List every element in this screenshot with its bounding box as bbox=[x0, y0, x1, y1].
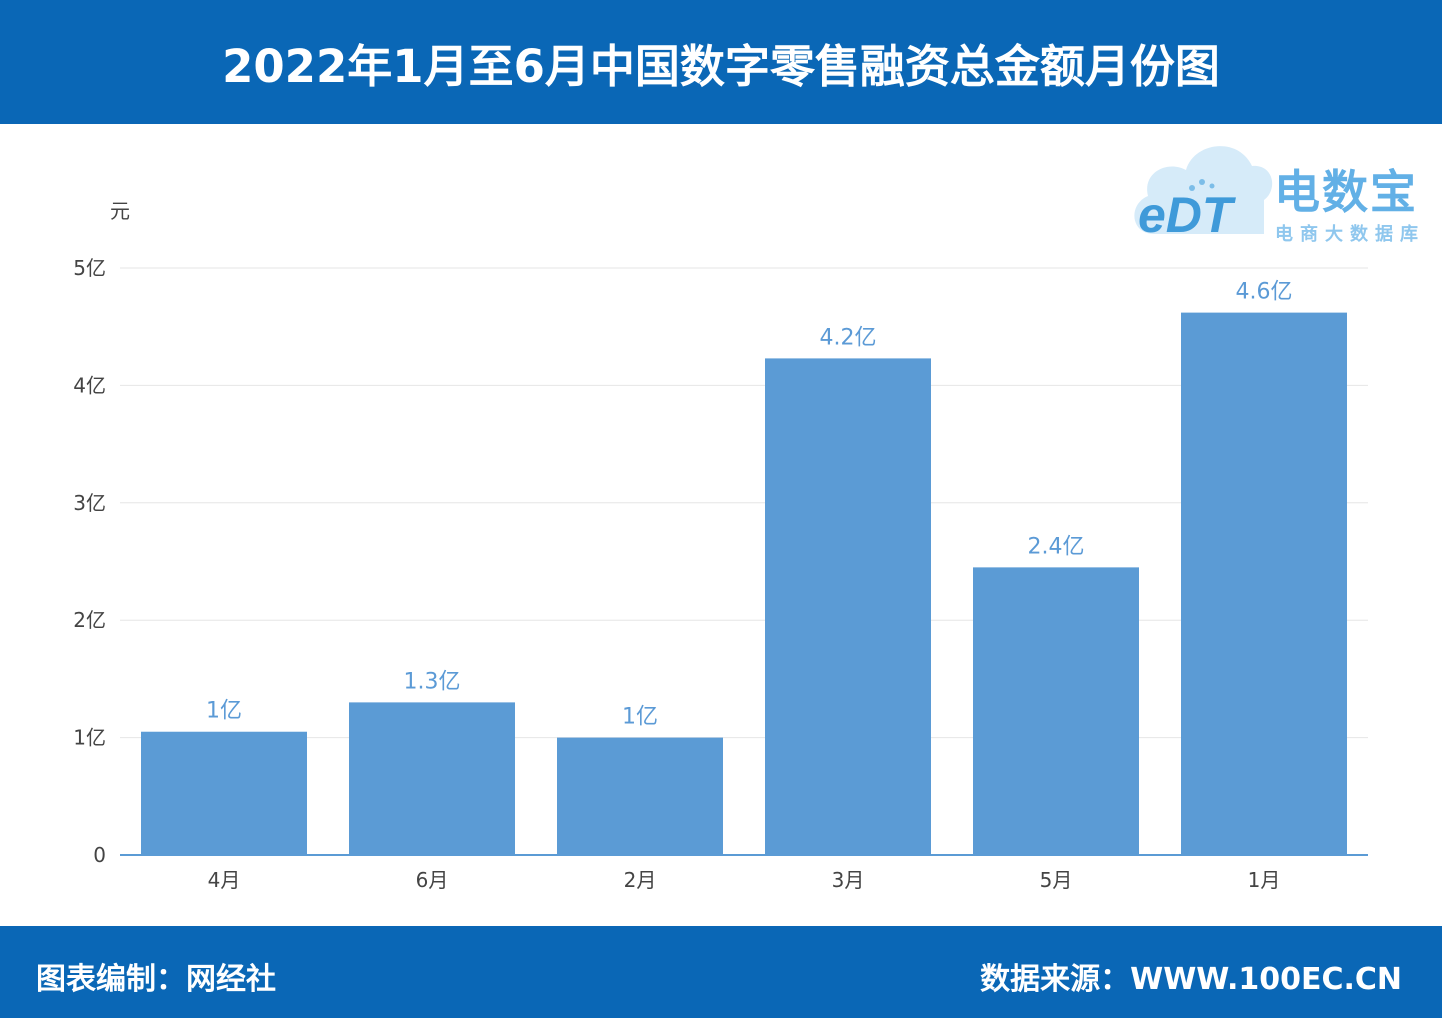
data-label: 2.4亿 bbox=[1028, 534, 1085, 559]
bar bbox=[973, 567, 1139, 855]
data-label: 1亿 bbox=[622, 705, 658, 730]
logo-name: 电数宝 bbox=[1274, 165, 1418, 219]
data-label: 1亿 bbox=[206, 699, 242, 724]
y-tick-label: 2亿 bbox=[73, 608, 106, 632]
logo-letters: eDT bbox=[1138, 187, 1237, 243]
x-tick-label: 3月 bbox=[832, 868, 865, 892]
data-labels: 1亿 1.3亿 1亿 4.2亿 2.4亿 4.6亿 bbox=[206, 280, 1293, 730]
bar bbox=[557, 737, 723, 855]
bar bbox=[141, 731, 307, 855]
x-tick-label: 4月 bbox=[208, 868, 241, 892]
bars bbox=[141, 312, 1347, 855]
x-tick-labels: 4月 6月 2月 3月 5月 1月 bbox=[208, 868, 1281, 892]
data-label: 4.6亿 bbox=[1236, 280, 1293, 305]
x-tick-label: 5月 bbox=[1040, 868, 1073, 892]
data-label: 1.3亿 bbox=[404, 669, 461, 694]
x-tick-label: 1月 bbox=[1248, 868, 1281, 892]
bar bbox=[349, 702, 515, 855]
y-tick-labels: 0 1亿 2亿 3亿 4亿 5亿 bbox=[73, 256, 106, 867]
y-axis-unit: 元 bbox=[110, 199, 130, 223]
footer-bar: 图表编制：网经社 数据来源：WWW.100EC.CN bbox=[0, 926, 1442, 1018]
logo-subtitle: 电商大数据库 bbox=[1275, 224, 1425, 245]
cloud-logo-icon: eDT bbox=[1134, 146, 1273, 243]
bar bbox=[1181, 312, 1347, 855]
y-tick-label: 5亿 bbox=[73, 256, 106, 280]
bar bbox=[765, 358, 931, 855]
x-tick-label: 2月 bbox=[624, 868, 657, 892]
y-tick-label: 4亿 bbox=[73, 373, 106, 397]
y-tick-label: 3亿 bbox=[73, 491, 106, 515]
chart-title: 2022年1月至6月中国数字零售融资总金额月份图 bbox=[222, 39, 1220, 93]
grid-lines bbox=[120, 267, 1368, 856]
y-tick-label: 1亿 bbox=[73, 726, 106, 750]
header-bar: 2022年1月至6月中国数字零售融资总金额月份图 bbox=[0, 0, 1442, 124]
x-tick-label: 6月 bbox=[416, 868, 449, 892]
bar-chart: 元 0 1亿 2亿 3亿 4亿 5亿 1亿 1.3亿 1亿 4.2亿 2.4亿 4.6亿 4月 6月 2… bbox=[73, 199, 1368, 892]
data-label: 4.2亿 bbox=[820, 325, 877, 350]
edt-logo: eDT 电数宝 电商大数据库 bbox=[1128, 130, 1428, 248]
y-tick-label: 0 bbox=[93, 843, 106, 867]
footer-credit: 图表编制：网经社 bbox=[36, 962, 276, 997]
footer-source: 数据来源：WWW.100EC.CN bbox=[980, 962, 1402, 997]
